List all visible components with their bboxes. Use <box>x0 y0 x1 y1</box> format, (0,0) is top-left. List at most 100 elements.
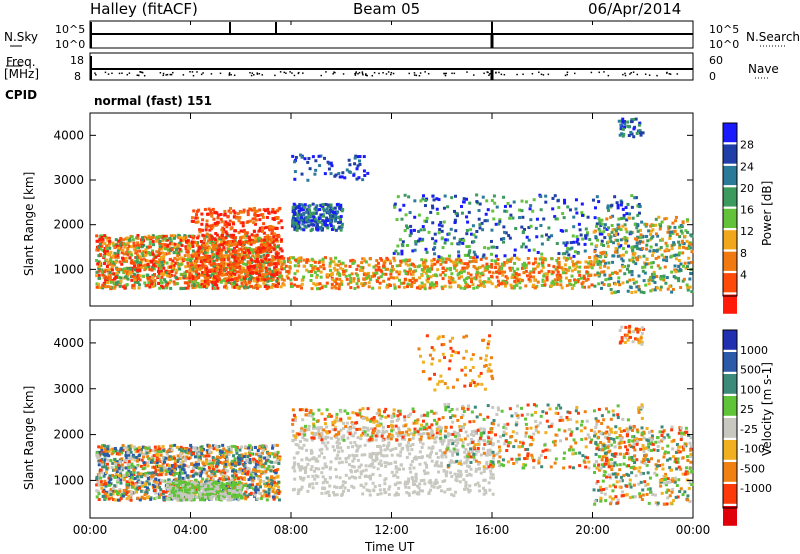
power-cell <box>631 216 635 220</box>
velocity-cell <box>207 466 211 470</box>
power-cell <box>413 265 417 269</box>
power-cell <box>138 274 142 278</box>
velocity-cell <box>116 478 120 482</box>
power-cell <box>136 270 140 274</box>
power-cell <box>100 240 104 244</box>
freq-tick-top: 18 <box>70 54 84 67</box>
power-cell <box>203 251 207 255</box>
power-cell <box>275 272 279 276</box>
power-cell <box>556 265 560 269</box>
power-cell <box>564 271 568 275</box>
power-cell <box>335 203 339 207</box>
velocity-cell <box>238 468 242 472</box>
power-cell <box>615 250 619 254</box>
power-cell <box>423 204 427 208</box>
power-cell <box>172 280 176 284</box>
power-cell <box>540 234 544 238</box>
nave-dot <box>390 73 392 76</box>
velocity-cell <box>273 491 277 495</box>
power-cell <box>413 215 417 219</box>
power-cell <box>674 219 678 223</box>
power-cell <box>124 256 128 260</box>
power-cell <box>452 236 456 240</box>
power-cell <box>296 261 300 265</box>
power-colorbar-segment <box>723 251 737 271</box>
power-cell <box>299 213 303 217</box>
power-cell <box>300 218 304 222</box>
power-cell <box>227 245 231 249</box>
power-cell <box>443 241 447 245</box>
velocity-cell <box>200 494 204 498</box>
power-cell <box>570 246 574 250</box>
power-cell <box>424 199 428 203</box>
power-cell <box>154 255 158 259</box>
power-cell <box>246 274 250 278</box>
power-cell <box>586 215 590 219</box>
power-cell <box>305 260 309 264</box>
velocity-cell <box>275 489 279 493</box>
velocity-cell <box>131 485 135 489</box>
power-cell <box>551 279 555 283</box>
power-cell <box>204 225 208 229</box>
velocity-cell <box>268 460 272 464</box>
power-cell <box>589 273 593 277</box>
power-cell <box>108 246 112 250</box>
power-cell <box>653 288 657 292</box>
power-cell <box>152 258 156 262</box>
power-cell <box>287 269 291 273</box>
velocity-cell <box>264 461 268 465</box>
power-cell <box>637 284 641 288</box>
nave-dot <box>111 72 113 75</box>
power-cell <box>123 269 127 273</box>
power-cell <box>570 287 574 291</box>
power-ytick-label: 4000 <box>53 128 84 142</box>
velocity-cell <box>248 461 252 465</box>
power-cell <box>274 262 278 266</box>
power-cell <box>610 224 614 228</box>
power-cell <box>266 279 270 283</box>
power-cell <box>276 261 280 265</box>
power-cell <box>525 235 529 239</box>
power-cell <box>151 284 155 288</box>
power-cell <box>199 239 203 243</box>
power-cell <box>651 261 655 265</box>
power-cell <box>102 281 106 285</box>
velocity-cell <box>182 455 186 459</box>
power-cell <box>349 286 353 290</box>
power-cell <box>387 277 391 281</box>
power-cell <box>152 263 156 267</box>
power-cell <box>626 120 630 124</box>
power-cell <box>513 261 517 265</box>
power-cell <box>658 266 662 270</box>
power-cell <box>251 271 255 275</box>
power-cell <box>357 176 361 180</box>
power-cell <box>312 268 316 272</box>
power-cell <box>249 242 253 246</box>
power-cell <box>339 262 343 266</box>
power-cell <box>271 254 275 258</box>
power-cell <box>562 256 566 260</box>
power-cell <box>266 277 270 281</box>
velocity-cell <box>248 451 252 455</box>
power-cell <box>286 257 290 261</box>
power-cell <box>270 285 274 289</box>
power-cell <box>134 249 138 253</box>
velocity-cell <box>207 454 211 458</box>
power-cell <box>543 279 547 283</box>
power-cell <box>665 216 669 220</box>
velocity-cell <box>129 444 133 448</box>
power-cell <box>257 265 261 269</box>
velocity-cell <box>244 466 248 470</box>
nave-dot <box>121 72 123 74</box>
power-cell <box>198 246 202 250</box>
velocity-cell <box>149 496 153 500</box>
velocity-cell <box>233 459 237 463</box>
power-cell <box>170 262 174 266</box>
velocity-cell <box>101 490 105 494</box>
velocity-cell <box>134 487 138 491</box>
velocity-cell <box>162 449 166 453</box>
velocity-cell <box>111 492 115 496</box>
power-cell <box>635 131 639 135</box>
power-cell <box>223 223 227 227</box>
power-cell <box>504 231 508 235</box>
